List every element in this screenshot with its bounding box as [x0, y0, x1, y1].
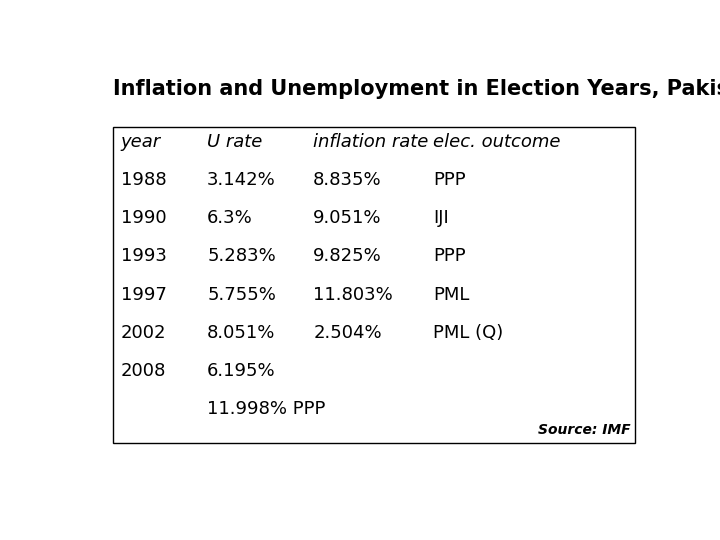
Text: 1988: 1988: [121, 171, 166, 189]
Text: year: year: [121, 133, 161, 151]
Text: 8.051%: 8.051%: [207, 324, 276, 342]
Text: 3.142%: 3.142%: [207, 171, 276, 189]
Text: 2008: 2008: [121, 362, 166, 380]
Text: 2002: 2002: [121, 324, 166, 342]
Text: 5.755%: 5.755%: [207, 286, 276, 303]
Text: Source: IMF: Source: IMF: [538, 423, 631, 437]
Text: 9.051%: 9.051%: [313, 209, 382, 227]
FancyBboxPatch shape: [114, 127, 635, 443]
Text: Inflation and Unemployment in Election Years, Pakistan: Inflation and Unemployment in Election Y…: [114, 79, 720, 99]
Text: U rate: U rate: [207, 133, 263, 151]
Text: 11.803%: 11.803%: [313, 286, 393, 303]
Text: 8.835%: 8.835%: [313, 171, 382, 189]
Text: PPP: PPP: [433, 171, 466, 189]
Text: elec. outcome: elec. outcome: [433, 133, 561, 151]
Text: IJI: IJI: [433, 209, 449, 227]
Text: 2.504%: 2.504%: [313, 324, 382, 342]
Text: 5.283%: 5.283%: [207, 247, 276, 265]
Text: 9.825%: 9.825%: [313, 247, 382, 265]
Text: PML: PML: [433, 286, 469, 303]
Text: 6.3%: 6.3%: [207, 209, 253, 227]
Text: 1993: 1993: [121, 247, 166, 265]
Text: 11.998% PPP: 11.998% PPP: [207, 400, 325, 418]
Text: 6.195%: 6.195%: [207, 362, 276, 380]
Text: 1990: 1990: [121, 209, 166, 227]
Text: inflation rate: inflation rate: [313, 133, 428, 151]
Text: PML (Q): PML (Q): [433, 324, 503, 342]
Text: PPP: PPP: [433, 247, 466, 265]
Text: 1997: 1997: [121, 286, 166, 303]
